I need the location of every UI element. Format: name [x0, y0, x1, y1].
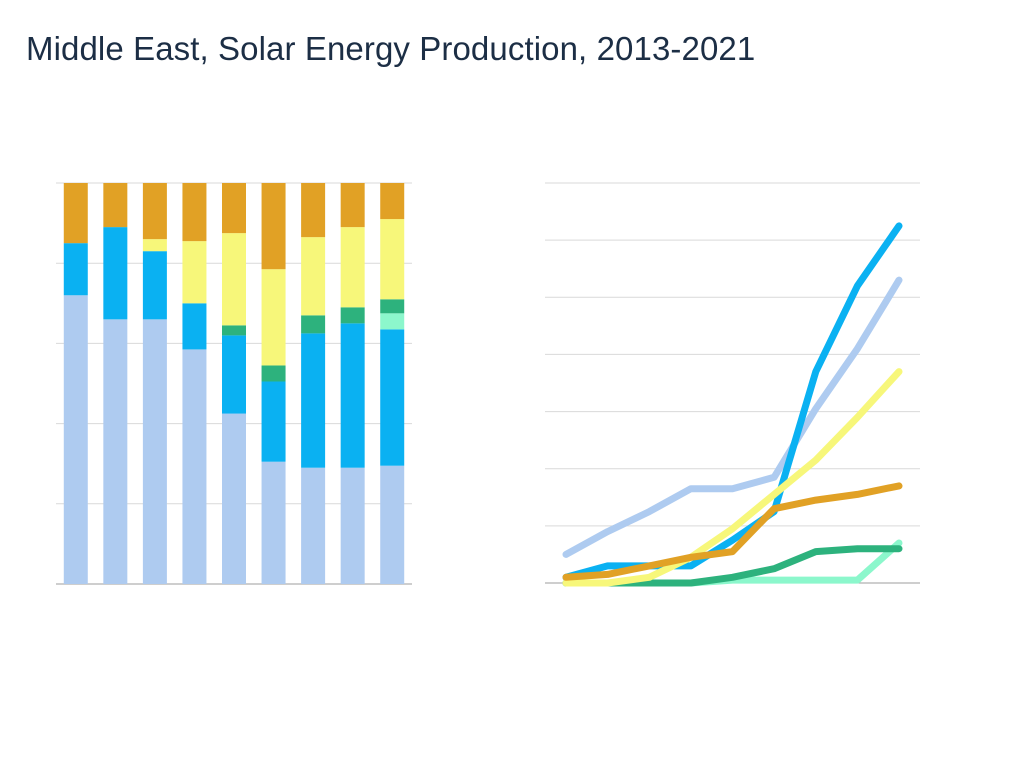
bar-segment-s1-2021: [380, 465, 405, 584]
line-chart: [545, 182, 920, 587]
line-series-s5: [562, 368, 903, 587]
line-series-s6: [562, 482, 903, 581]
bar-segment-s2-2021: [380, 329, 405, 466]
bar-segment-s2-2018: [261, 381, 286, 462]
stacked-bar-chart: [56, 182, 412, 585]
bar-segment-s1-2020: [340, 467, 365, 584]
bar-segment-s2-2013: [63, 243, 88, 296]
bar-segment-s1-2016: [182, 349, 207, 584]
bar-segment-s5-2016: [182, 241, 207, 304]
bar-segment-s1-2014: [103, 319, 128, 584]
bar-segment-s4-2019: [301, 315, 326, 334]
bar-segment-s1-2013: [63, 295, 88, 584]
bar-segment-s4-2020: [340, 307, 365, 324]
bar-segment-s5-2021: [380, 219, 405, 300]
bar-segment-s5-2017: [222, 233, 246, 326]
bar-segment-s5-2020: [340, 227, 365, 308]
bar-segment-s6-2013: [63, 183, 88, 244]
bar-segment-s5-2019: [301, 237, 326, 316]
bar-segment-s6-2019: [301, 183, 326, 238]
bar-segment-s3-2021: [380, 313, 405, 330]
bar-segment-s4-2018: [261, 365, 286, 382]
bar-segment-s4-2021: [380, 299, 405, 314]
page-title: Middle East, Solar Energy Production, 20…: [26, 30, 756, 67]
bar-segment-s6-2020: [340, 183, 365, 228]
bar-segment-s6-2018: [261, 183, 286, 270]
bar-segment-s2-2015: [142, 251, 167, 320]
bar-segment-s2-2014: [103, 227, 128, 320]
bar-segment-s1-2018: [261, 461, 286, 584]
bar-segment-s6-2016: [182, 183, 207, 242]
bar-segment-s2-2019: [301, 333, 326, 468]
bar-segment-s1-2019: [301, 467, 326, 584]
bar-segment-s4-2017: [222, 325, 246, 336]
bar-segment-s2-2016: [182, 303, 207, 350]
line-series-s2: [562, 222, 903, 581]
bar-segment-s2-2020: [340, 323, 365, 468]
bar-segment-s5-2015: [142, 239, 167, 252]
bar-segment-s1-2015: [142, 319, 167, 584]
bar-segment-s6-2021: [380, 183, 405, 220]
bar-segment-s6-2017: [222, 183, 246, 234]
line-series-s1: [562, 276, 903, 558]
bar-segment-s5-2018: [261, 269, 286, 366]
bar-segment-s6-2015: [142, 183, 167, 240]
bar-segment-s6-2014: [103, 183, 128, 228]
bar-segment-s2-2017: [222, 335, 246, 414]
bar-segment-s1-2017: [222, 413, 246, 584]
